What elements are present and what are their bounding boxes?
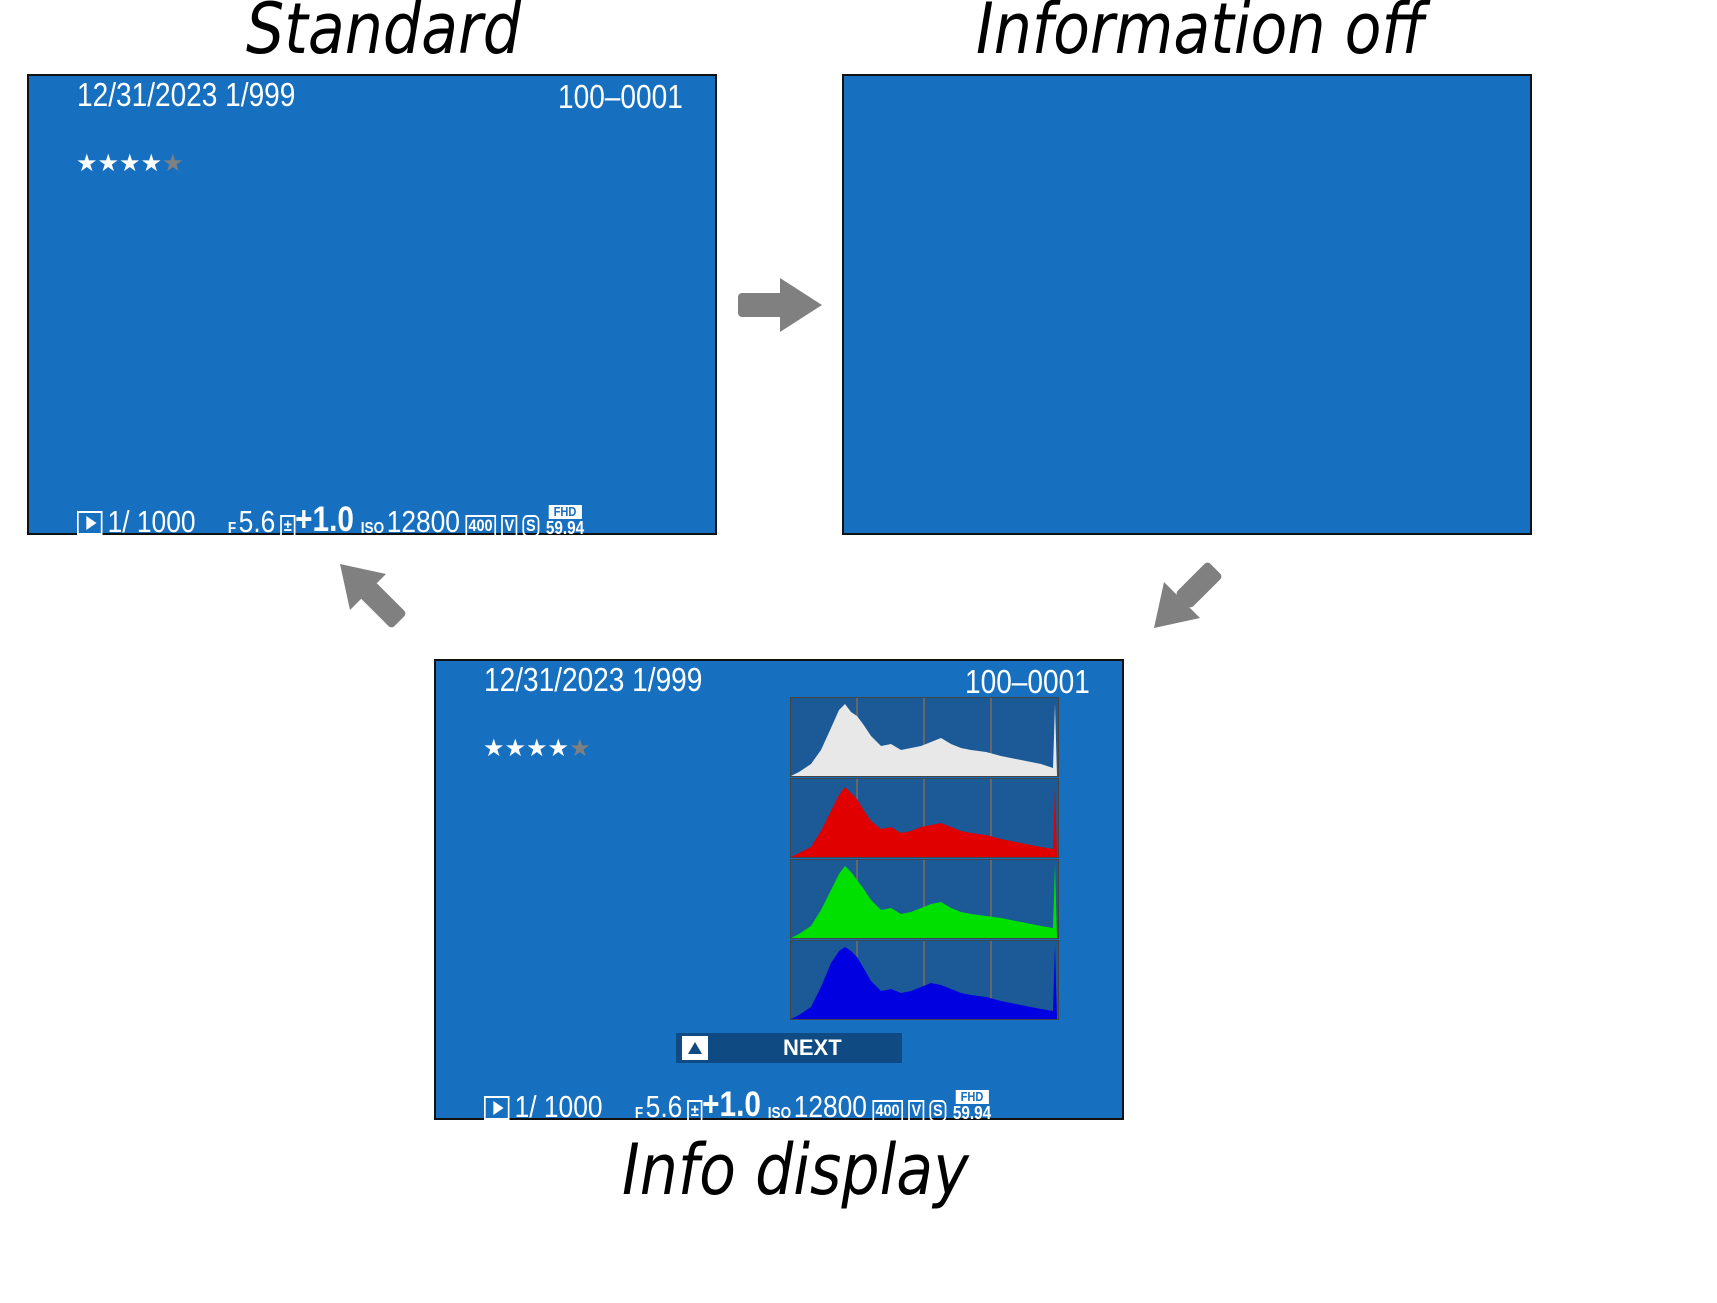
histogram-red xyxy=(790,778,1059,858)
iso-text: 12800 xyxy=(386,504,460,539)
histogram-rgb-plot xyxy=(791,698,1057,776)
file-number-text: 100–0001 xyxy=(558,78,683,115)
movie-mode-icon: FHD 59.94 xyxy=(952,1089,992,1123)
iso-prefix: ISO xyxy=(360,520,385,537)
exposure-compensation-icon: ± xyxy=(280,515,296,537)
caption-info-display: Info display xyxy=(622,1129,969,1211)
exposure-comp-text: +1.0 xyxy=(295,500,354,539)
play-icon xyxy=(484,1096,510,1120)
screen-standard: 12/31/2023 1/999 100–0001 ★★★★★ 1/ 1000 … xyxy=(27,74,717,537)
dynamic-range-icon: 400 xyxy=(465,515,496,537)
histogram-blue xyxy=(790,940,1059,1020)
next-button-label: NEXT xyxy=(783,1035,842,1060)
up-key-icon xyxy=(682,1036,708,1060)
film-simulation-icon: V xyxy=(908,1100,925,1122)
bottom-info-bar: 1/ 1000 F 5.6 ± +1.0 ISO 12800 400 V S F… xyxy=(484,1087,991,1122)
image-size-icon: S xyxy=(929,1100,947,1122)
arrow-up-left-icon xyxy=(340,564,406,628)
rating-stars-off: ★ xyxy=(569,735,591,762)
arrow-right-icon xyxy=(738,278,822,332)
iso-text: 12800 xyxy=(793,1089,867,1124)
rating-stars-on: ★★★★ xyxy=(76,150,163,177)
shutter-text: 1/ 1000 xyxy=(514,1089,603,1124)
histogram-blue-plot xyxy=(791,941,1057,1019)
iso-prefix: ISO xyxy=(767,1105,792,1122)
screen-information-off xyxy=(842,74,1532,535)
histogram-green xyxy=(790,859,1059,939)
next-button[interactable]: NEXT xyxy=(676,1033,902,1063)
aperture-text: 5.6 xyxy=(645,1089,683,1124)
rating-stars: ★★★★★ xyxy=(483,737,591,761)
date-frame-text: 12/31/2023 1/999 xyxy=(484,661,703,698)
screen-info-display: 12/31/2023 1/999 100–0001 ★★★★★ NEXT xyxy=(434,659,1124,1122)
bottom-info-bar: 1/ 1000 F 5.6 ± +1.0 ISO 12800 400 V S F… xyxy=(77,502,584,537)
caption-information-off: Information off xyxy=(976,0,1425,70)
histogram-green-plot xyxy=(791,860,1057,938)
shutter-text: 1/ 1000 xyxy=(107,504,196,539)
play-icon xyxy=(77,511,103,535)
aperture-prefix: F xyxy=(227,520,237,537)
aperture-prefix: F xyxy=(634,1105,644,1122)
dynamic-range-icon: 400 xyxy=(872,1100,903,1122)
date-frame-text: 12/31/2023 1/999 xyxy=(77,76,296,113)
file-number-text: 100–0001 xyxy=(965,663,1090,700)
aperture-text: 5.6 xyxy=(238,504,276,539)
film-simulation-icon: V xyxy=(501,515,518,537)
rating-stars-off: ★ xyxy=(162,150,184,177)
movie-mode-icon: FHD 59.94 xyxy=(545,504,585,538)
rating-stars: ★★★★★ xyxy=(76,152,184,176)
exposure-compensation-icon: ± xyxy=(687,1100,703,1122)
exposure-comp-text: +1.0 xyxy=(702,1085,761,1124)
caption-standard: Standard xyxy=(246,0,521,70)
arrow-down-left-icon xyxy=(1154,562,1222,628)
histogram-red-plot xyxy=(791,779,1057,857)
image-size-icon: S xyxy=(522,515,540,537)
histogram-rgb xyxy=(790,697,1059,777)
rating-stars-on: ★★★★ xyxy=(483,735,570,762)
